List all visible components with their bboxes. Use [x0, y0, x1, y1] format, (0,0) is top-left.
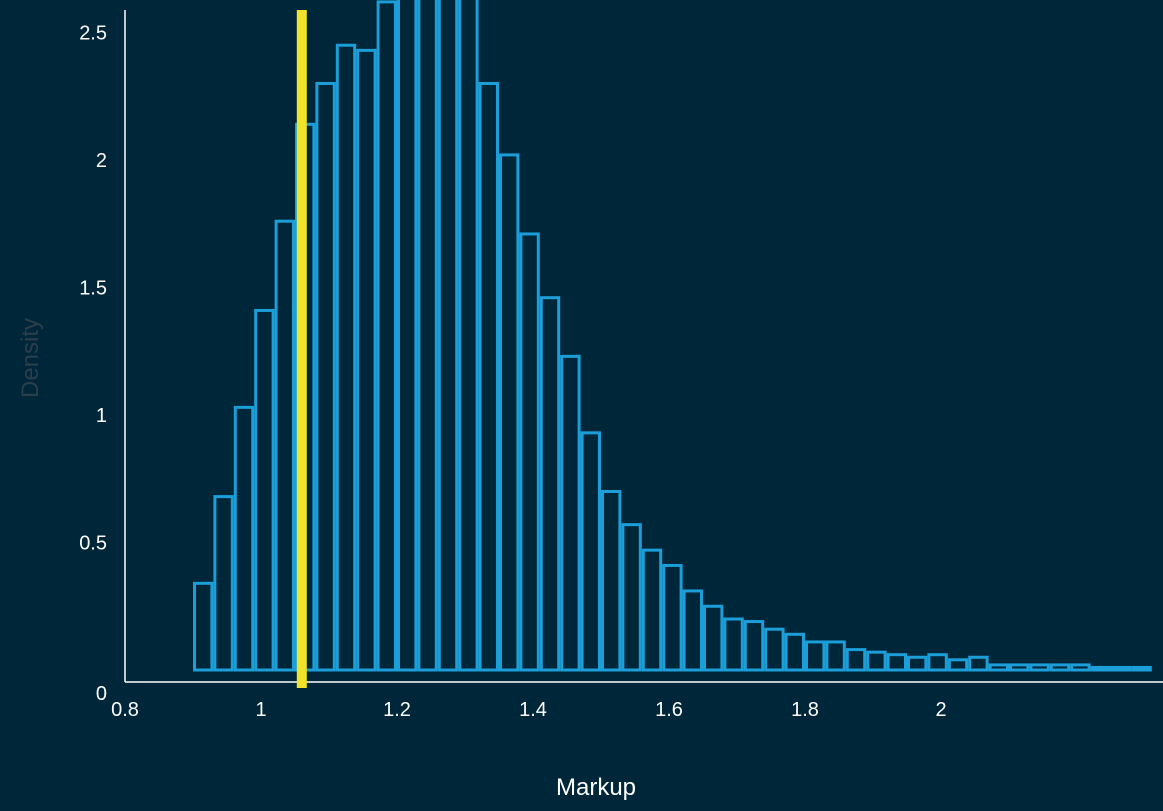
x-tick-labels: 0.8 1 1.2 1.4 1.6 1.8 2	[111, 699, 946, 721]
histogram-bar	[478, 82, 500, 672]
histogram-bar	[764, 627, 785, 672]
histogram-bar	[662, 563, 683, 672]
x-tick-label: 0.8	[111, 699, 139, 721]
histogram-bar	[1049, 663, 1071, 672]
histogram-bars	[193, 0, 1152, 672]
histogram-bar	[1029, 663, 1050, 672]
histogram-bar	[539, 296, 561, 672]
histogram-bar	[397, 0, 418, 672]
y-tick-label: 2.5	[79, 23, 107, 45]
histogram-bar	[988, 663, 1009, 672]
histogram-bar	[703, 604, 724, 672]
histogram-bar	[437, 0, 459, 672]
reference-line	[296, 10, 307, 688]
x-tick-label: 1.4	[519, 699, 547, 721]
histogram-bar	[784, 632, 805, 672]
histogram-bar	[621, 523, 642, 672]
histogram-bar	[458, 0, 479, 672]
histogram-bar	[274, 219, 296, 672]
x-tick-label: 2	[935, 699, 946, 721]
histogram-bar	[356, 48, 377, 672]
y-axis-title: Density	[17, 318, 44, 398]
histogram-bar	[601, 490, 622, 672]
histogram-bar	[825, 640, 846, 672]
histogram-bar	[682, 589, 703, 672]
histogram-bar	[886, 653, 907, 672]
histogram-bar	[907, 655, 928, 672]
histogram-bar	[254, 308, 275, 672]
y-tick-label: 0	[96, 683, 107, 705]
histogram-bar	[845, 648, 867, 672]
histogram-bar	[499, 153, 520, 672]
histogram-bar	[519, 232, 540, 672]
y-tick-label: 2	[96, 150, 107, 172]
histogram-bar	[580, 431, 601, 672]
histogram-bar	[1090, 665, 1111, 672]
x-tick-label: 1.8	[791, 699, 819, 721]
histogram-bar	[213, 495, 234, 672]
histogram-bar	[1009, 663, 1030, 672]
histogram-bar	[233, 405, 255, 672]
histogram-bar	[315, 82, 336, 672]
y-tick-labels: 0 0.5 1 1.5 2 2.5	[79, 23, 107, 706]
histogram-bar	[417, 0, 438, 672]
histogram-bar	[1131, 665, 1152, 672]
y-tick-label: 1.5	[79, 278, 107, 300]
histogram-bar	[723, 617, 744, 672]
histogram-bar	[968, 655, 989, 672]
histogram-bar	[805, 640, 826, 672]
y-tick-label: 1	[96, 405, 107, 427]
histogram-bar	[947, 658, 969, 672]
histogram-bar	[866, 650, 887, 672]
x-tick-label: 1.6	[655, 699, 683, 721]
x-axis-title: Markup	[556, 774, 636, 801]
y-tick-label: 0.5	[79, 533, 107, 555]
histogram-bar	[193, 581, 214, 672]
histogram-bar	[335, 43, 357, 672]
histogram-bar	[927, 653, 948, 672]
reference-line-group	[296, 10, 307, 688]
x-tick-label: 1.2	[383, 699, 411, 721]
histogram-bar	[641, 548, 663, 672]
histogram-bar	[560, 354, 581, 672]
histogram-bar	[1070, 663, 1091, 672]
histogram-bar	[1111, 665, 1132, 672]
histogram-bar	[743, 620, 765, 672]
histogram-bar	[376, 0, 398, 672]
x-tick-label: 1	[255, 699, 266, 721]
